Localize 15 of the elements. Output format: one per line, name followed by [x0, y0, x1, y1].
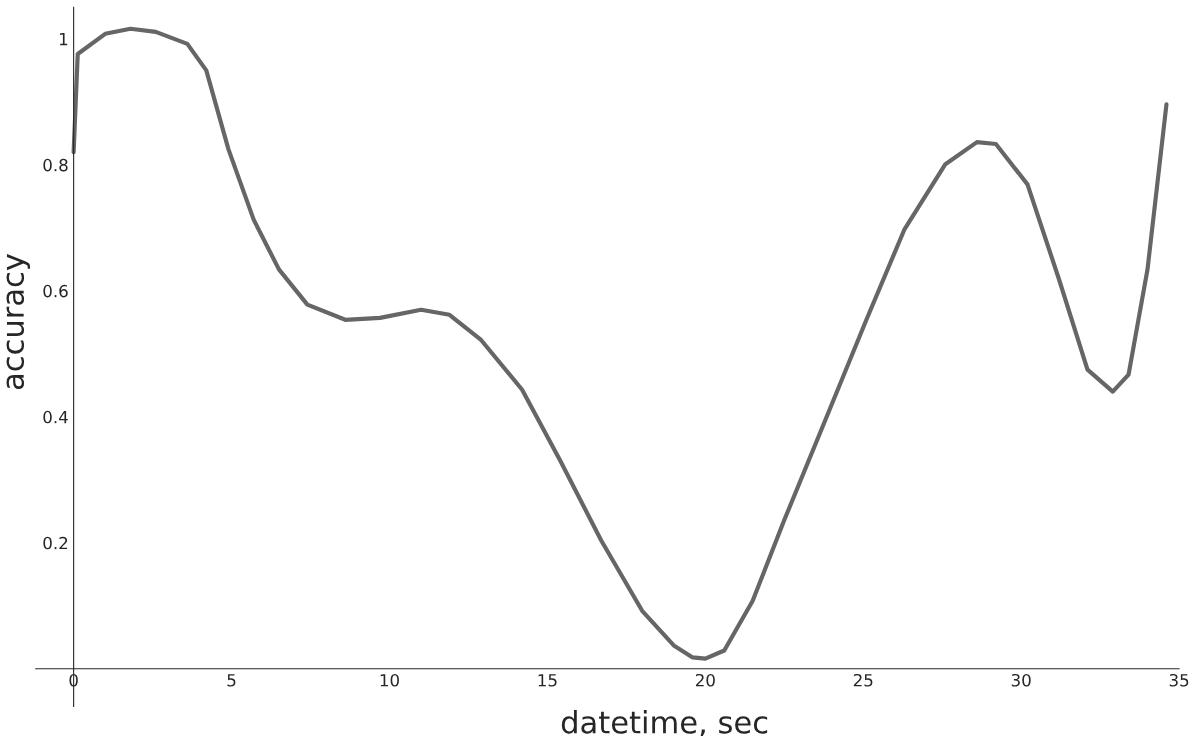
line-series — [71, 26, 1169, 661]
y-tick-label: 0.4 — [43, 410, 68, 424]
y-tick-label: 1 — [60, 33, 68, 46]
y-tick-label: 0.8 — [43, 158, 68, 172]
x-tick-label: 10 — [380, 673, 399, 687]
x-axis-title: datetime, sec — [561, 710, 768, 736]
x-tick-label: 5 — [227, 674, 236, 687]
x-tick-label: 30 — [1011, 673, 1031, 687]
y-tick-label: 0.2 — [43, 536, 68, 550]
x-tick-label: 25 — [853, 673, 873, 687]
y-tick-label: 0.6 — [43, 284, 68, 298]
y-axis-title: accuracy — [6, 253, 31, 390]
x-tick-label: 15 — [538, 674, 557, 687]
x-tick-label: 20 — [695, 673, 715, 687]
x-tick-label: 35 — [1169, 673, 1189, 687]
